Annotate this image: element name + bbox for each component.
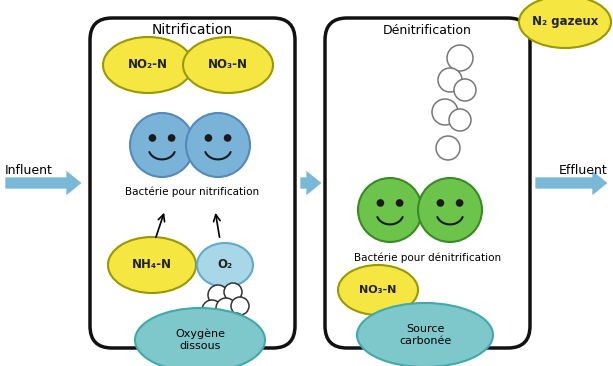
Text: NO₃-N: NO₃-N bbox=[359, 285, 397, 295]
Circle shape bbox=[454, 79, 476, 101]
Circle shape bbox=[224, 134, 232, 142]
Text: N₂ gazeux: N₂ gazeux bbox=[532, 15, 598, 29]
Circle shape bbox=[148, 134, 156, 142]
Text: Nitrification: Nitrification bbox=[152, 23, 233, 37]
FancyArrow shape bbox=[300, 170, 322, 196]
FancyArrow shape bbox=[5, 170, 82, 196]
Circle shape bbox=[432, 99, 458, 125]
Circle shape bbox=[186, 113, 250, 177]
Circle shape bbox=[455, 199, 463, 207]
Circle shape bbox=[205, 134, 212, 142]
FancyBboxPatch shape bbox=[325, 18, 530, 348]
FancyArrow shape bbox=[535, 170, 608, 196]
Text: Effluent: Effluent bbox=[558, 164, 607, 176]
Text: Influent: Influent bbox=[5, 164, 53, 176]
Text: Source
carbonée: Source carbonée bbox=[399, 324, 451, 346]
Circle shape bbox=[224, 283, 242, 301]
Circle shape bbox=[436, 199, 444, 207]
Circle shape bbox=[168, 134, 175, 142]
Ellipse shape bbox=[338, 265, 418, 315]
Circle shape bbox=[449, 109, 471, 131]
Circle shape bbox=[212, 314, 232, 334]
Circle shape bbox=[227, 313, 245, 331]
Ellipse shape bbox=[103, 37, 193, 93]
Text: Dénitrification: Dénitrification bbox=[383, 23, 472, 37]
Circle shape bbox=[358, 178, 422, 242]
Circle shape bbox=[436, 136, 460, 160]
Circle shape bbox=[202, 300, 222, 320]
Text: Bactérie pour dénitrification: Bactérie pour dénitrification bbox=[354, 253, 501, 263]
Text: O₂: O₂ bbox=[218, 258, 232, 272]
Ellipse shape bbox=[135, 308, 265, 366]
Circle shape bbox=[418, 178, 482, 242]
Text: NO₂-N: NO₂-N bbox=[128, 59, 168, 71]
Circle shape bbox=[447, 45, 473, 71]
Text: NH₄-N: NH₄-N bbox=[132, 258, 172, 272]
Ellipse shape bbox=[197, 243, 253, 287]
Ellipse shape bbox=[108, 237, 196, 293]
Circle shape bbox=[438, 68, 462, 92]
Ellipse shape bbox=[519, 0, 611, 48]
Circle shape bbox=[376, 199, 384, 207]
Circle shape bbox=[208, 285, 228, 305]
Circle shape bbox=[199, 317, 217, 335]
FancyBboxPatch shape bbox=[90, 18, 295, 348]
Ellipse shape bbox=[357, 303, 493, 366]
Circle shape bbox=[396, 199, 403, 207]
Circle shape bbox=[216, 298, 236, 318]
Text: Bactérie pour nitrification: Bactérie pour nitrification bbox=[126, 187, 259, 197]
Ellipse shape bbox=[183, 37, 273, 93]
Text: Oxygène
dissous: Oxygène dissous bbox=[175, 329, 225, 351]
Circle shape bbox=[231, 297, 249, 315]
Circle shape bbox=[130, 113, 194, 177]
Text: NO₃-N: NO₃-N bbox=[208, 59, 248, 71]
